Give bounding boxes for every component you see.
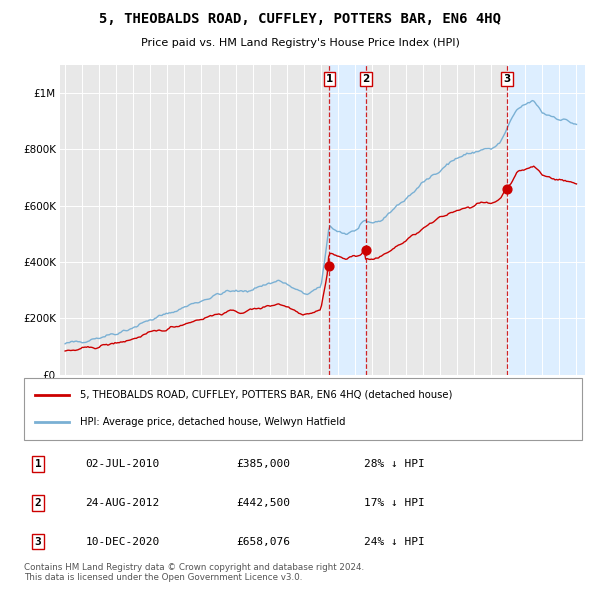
Text: Contains HM Land Registry data © Crown copyright and database right 2024.
This d: Contains HM Land Registry data © Crown c… bbox=[24, 563, 364, 582]
Text: 02-JUL-2010: 02-JUL-2010 bbox=[85, 459, 160, 469]
Point bbox=[361, 245, 371, 255]
Point bbox=[502, 185, 512, 194]
Text: 24% ↓ HPI: 24% ↓ HPI bbox=[364, 537, 425, 547]
Text: 5, THEOBALDS ROAD, CUFFLEY, POTTERS BAR, EN6 4HQ: 5, THEOBALDS ROAD, CUFFLEY, POTTERS BAR,… bbox=[99, 12, 501, 27]
Bar bbox=[507, 65, 585, 375]
Text: Price paid vs. HM Land Registry's House Price Index (HPI): Price paid vs. HM Land Registry's House … bbox=[140, 38, 460, 48]
Bar bbox=[329, 65, 366, 375]
Text: 2: 2 bbox=[362, 74, 370, 84]
FancyBboxPatch shape bbox=[24, 378, 582, 440]
Text: 2: 2 bbox=[35, 498, 41, 508]
Text: 1: 1 bbox=[35, 459, 41, 469]
Text: 3: 3 bbox=[503, 74, 511, 84]
Text: 10-DEC-2020: 10-DEC-2020 bbox=[85, 537, 160, 547]
Text: HPI: Average price, detached house, Welwyn Hatfield: HPI: Average price, detached house, Welw… bbox=[80, 417, 346, 427]
Text: £385,000: £385,000 bbox=[236, 459, 290, 469]
Text: 3: 3 bbox=[35, 537, 41, 547]
Text: 5, THEOBALDS ROAD, CUFFLEY, POTTERS BAR, EN6 4HQ (detached house): 5, THEOBALDS ROAD, CUFFLEY, POTTERS BAR,… bbox=[80, 390, 452, 400]
Text: £658,076: £658,076 bbox=[236, 537, 290, 547]
Text: 17% ↓ HPI: 17% ↓ HPI bbox=[364, 498, 425, 508]
Point bbox=[325, 261, 334, 271]
Text: 28% ↓ HPI: 28% ↓ HPI bbox=[364, 459, 425, 469]
Text: 24-AUG-2012: 24-AUG-2012 bbox=[85, 498, 160, 508]
Text: £442,500: £442,500 bbox=[236, 498, 290, 508]
Text: 1: 1 bbox=[326, 74, 333, 84]
